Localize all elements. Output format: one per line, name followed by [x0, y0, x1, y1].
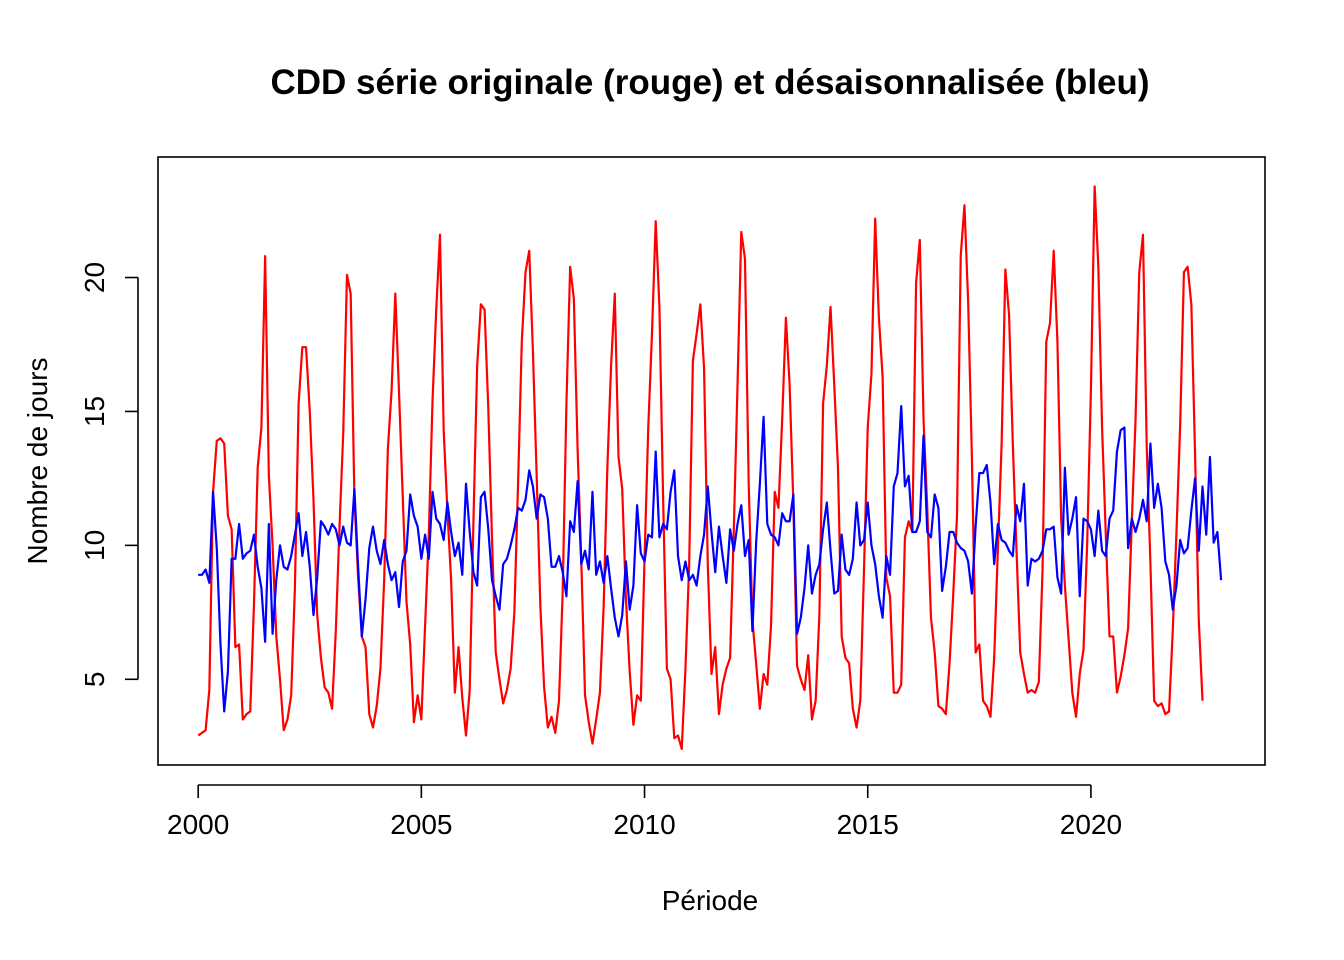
x-tick-label: 2010: [613, 809, 675, 840]
chart-title: CDD série originale (rouge) et désaisonn…: [270, 63, 1149, 102]
x-axis: 2000 2005 2010 2015 2020: [167, 784, 1122, 840]
series-line-deseasonalized: [198, 404, 1223, 713]
x-tick-label: 2005: [390, 809, 452, 840]
x-axis-label: Période: [662, 885, 759, 916]
y-axis-label: Nombre de jours: [22, 358, 53, 565]
series-group: [197, 185, 1223, 751]
y-tick-label: 5: [79, 672, 110, 688]
x-tick-label: 2020: [1060, 809, 1122, 840]
x-tick-label: 2000: [167, 809, 229, 840]
x-tick-label: 2015: [837, 809, 899, 840]
y-tick-label: 10: [79, 530, 110, 561]
plot-area-frame: [157, 156, 1266, 766]
y-tick-label: 20: [79, 262, 110, 293]
y-axis: 5 10 15 20: [79, 262, 139, 688]
y-tick-label: 15: [79, 396, 110, 427]
series-line-original: [197, 185, 1204, 751]
